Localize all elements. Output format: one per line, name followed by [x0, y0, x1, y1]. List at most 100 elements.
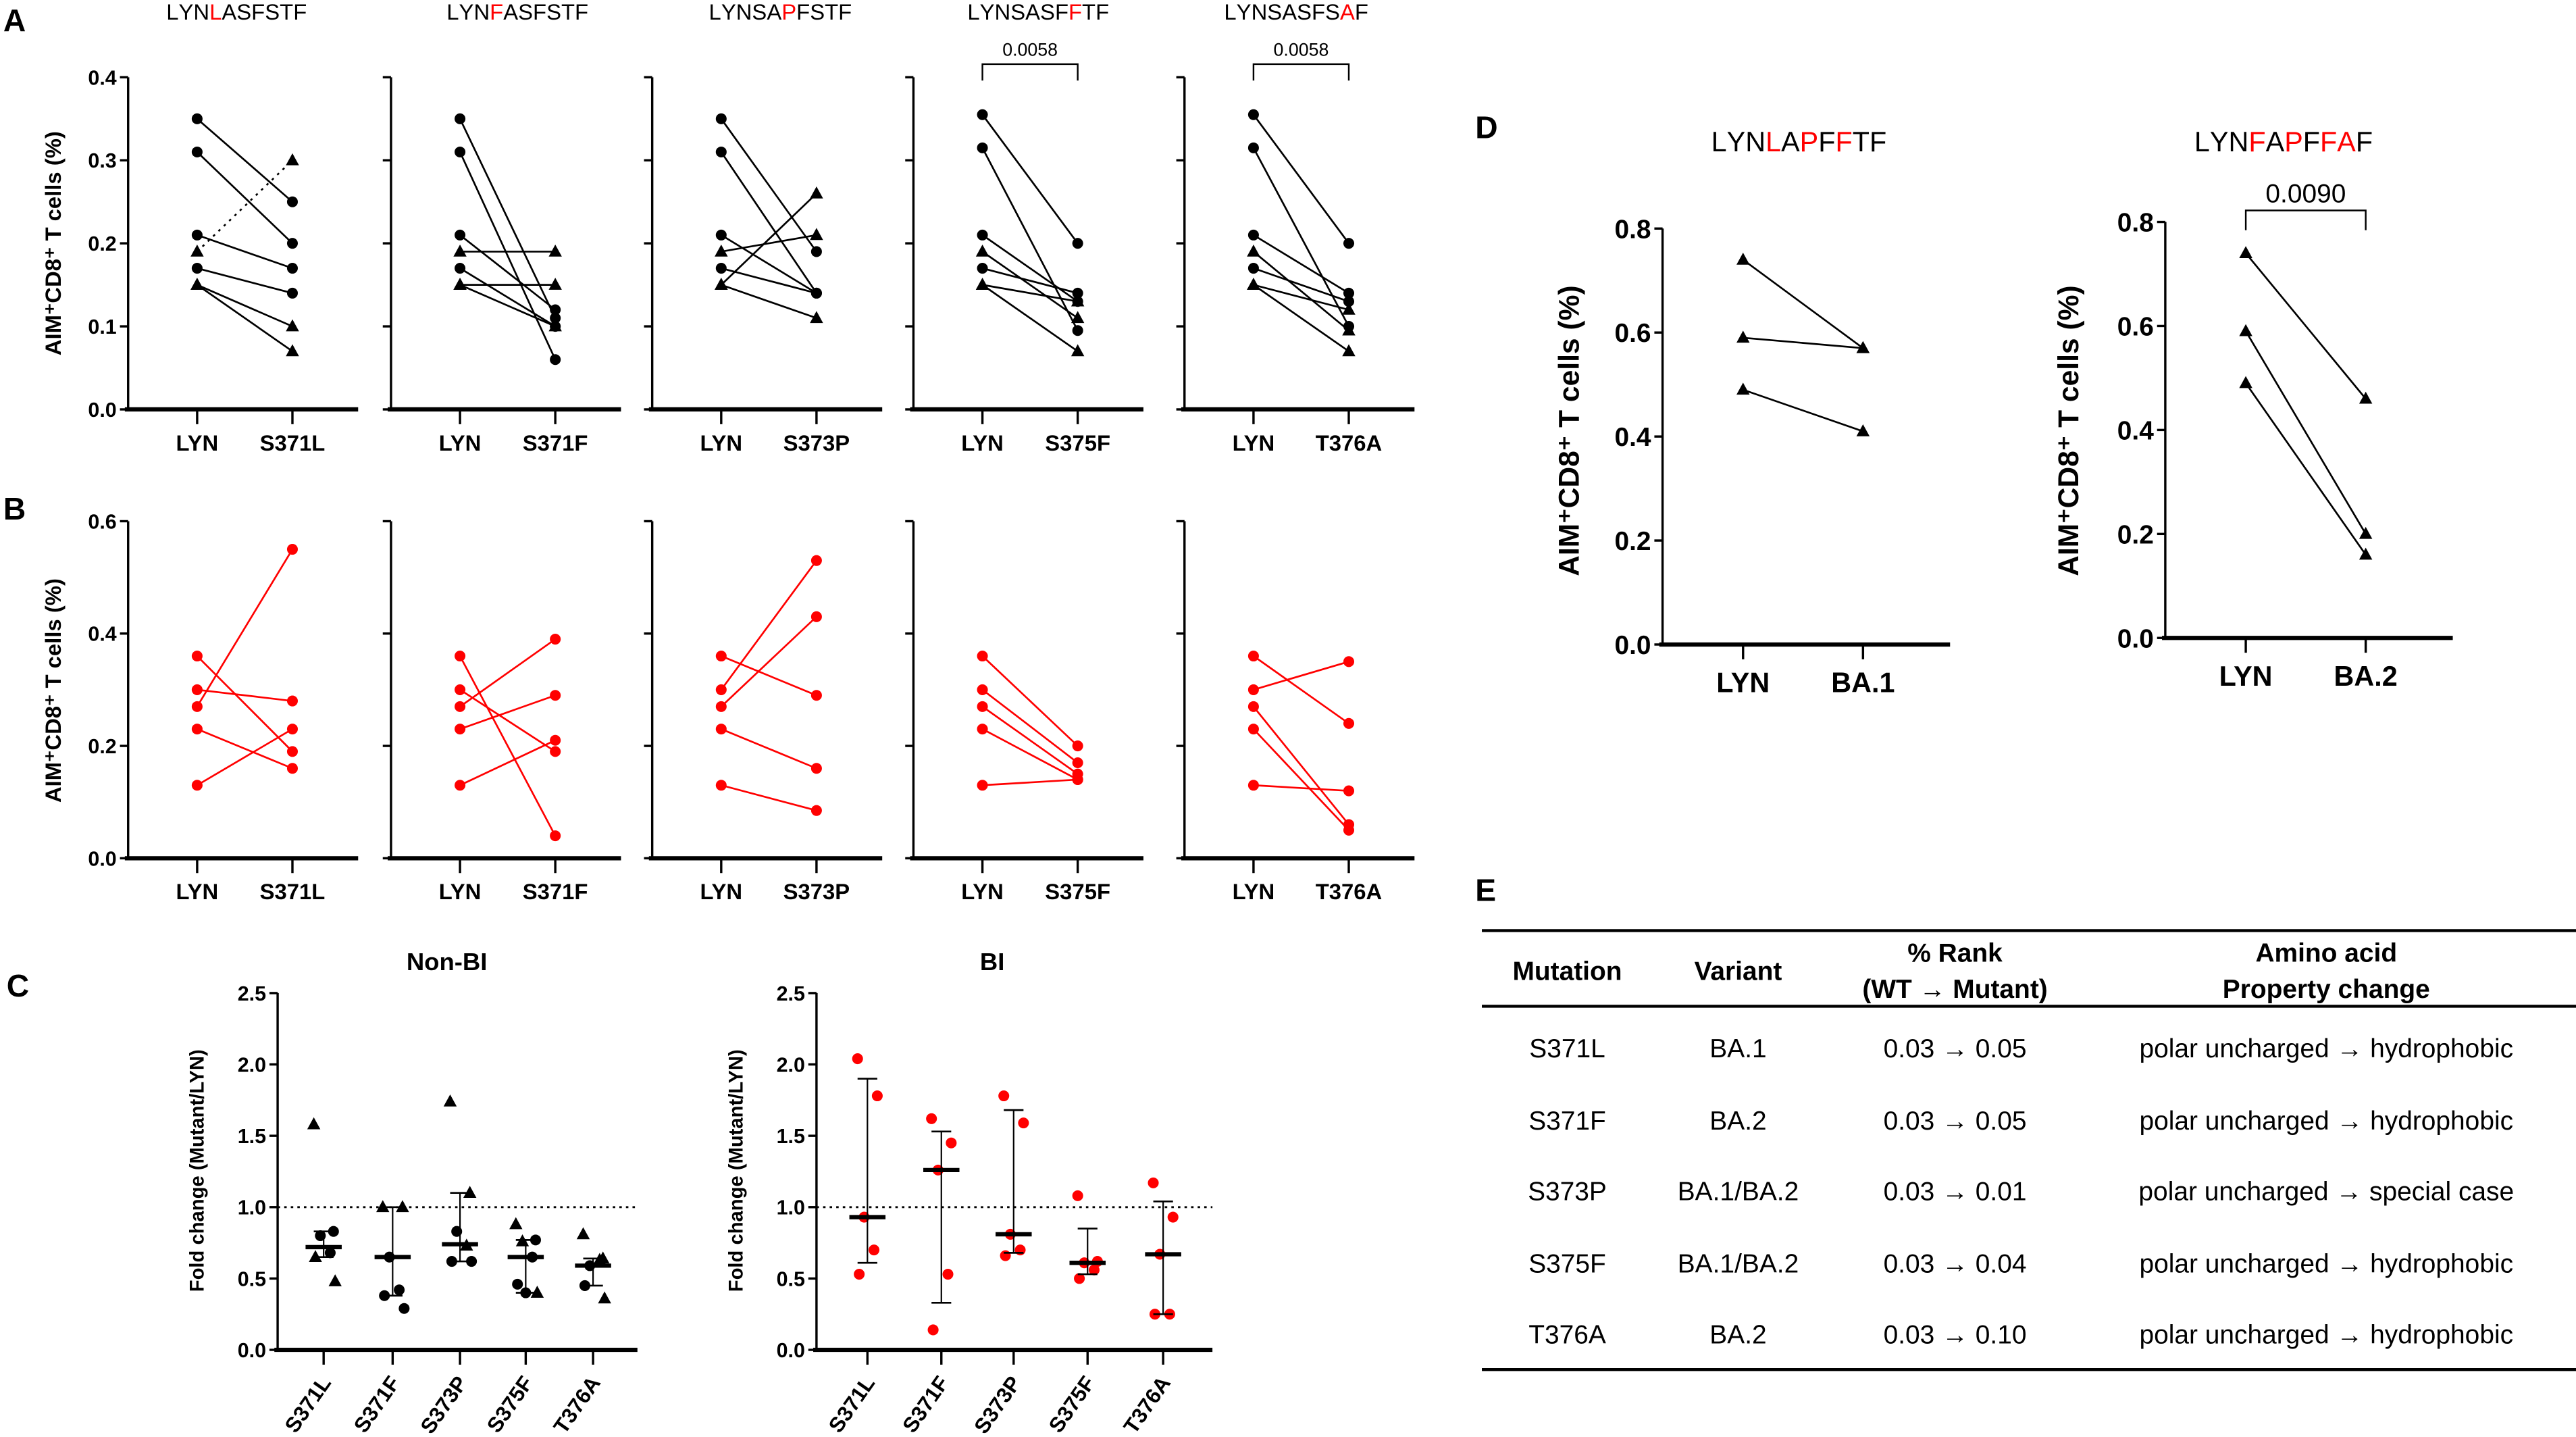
- cell-rank: 0.03 → 0.01: [1884, 1178, 2027, 1207]
- data-point-mutant: [1342, 303, 1356, 315]
- data-point: [394, 1284, 405, 1296]
- data-point-lyn: [977, 701, 988, 712]
- paired-line: [1253, 284, 1349, 353]
- peptide-residue: L: [209, 0, 222, 24]
- peptide-title: LYNSASFSAF: [1224, 0, 1368, 24]
- peptide-residue: L: [1711, 126, 1727, 157]
- paired-line: [197, 118, 293, 203]
- data-point-lyn: [455, 650, 466, 662]
- data-point-lyn: [1247, 229, 1259, 241]
- panel-b-plot-5: LYN T376A: [1176, 520, 1415, 904]
- paired-line: [720, 118, 817, 253]
- cell-mutation: S373P: [1528, 1178, 1607, 1207]
- data-point-mutant: [550, 634, 561, 645]
- data-point-mutant: [286, 319, 299, 332]
- data-point: [1018, 1117, 1029, 1129]
- peptide-residue: F: [796, 0, 810, 24]
- paired-line: [196, 549, 294, 707]
- peptide-title: LYNSASFFTF: [967, 0, 1109, 24]
- data-point-mutant: [1071, 294, 1085, 307]
- x-tick-label: LYN: [439, 430, 482, 455]
- peptide-residue: N: [995, 0, 1011, 24]
- y-axis-label: AIM⁺CD8⁺ T cells (%): [2053, 285, 2085, 576]
- data-point-mutant: [286, 238, 298, 249]
- cell-rank: 0.03 → 0.05: [1884, 1107, 2027, 1136]
- data-point: [398, 1303, 410, 1314]
- paired-line: [2244, 382, 2367, 555]
- peptide-residue: S: [752, 0, 767, 24]
- paired-line: [1253, 267, 1349, 303]
- data-point: [871, 1090, 883, 1102]
- paired-line: [720, 151, 818, 294]
- y-tick-label: 0.4: [88, 66, 116, 89]
- cell-variant: BA.2: [1709, 1320, 1766, 1349]
- x-tick-label: LYN: [700, 430, 743, 455]
- paired-line: [459, 655, 557, 836]
- data-point-mutant: [1072, 287, 1083, 299]
- data-point-mutant: [810, 763, 822, 774]
- peptide-residue: A: [1781, 126, 1800, 157]
- y-tick-label: 0.2: [1614, 527, 1651, 556]
- data-point-lyn: [1247, 263, 1259, 274]
- peptide-residue: N: [193, 0, 209, 24]
- data-point-lyn: [715, 113, 727, 124]
- paired-line: [459, 688, 556, 753]
- paired-line: [196, 159, 293, 253]
- significance-bracket: [2244, 209, 2367, 230]
- data-point-mutant: [1071, 344, 1085, 357]
- p-value-label: 0.0058: [1274, 40, 1329, 60]
- data-point-mutant: [286, 196, 298, 207]
- y-tick-label: 2.0: [777, 1053, 805, 1076]
- cell-variant: BA.1/BA.2: [1678, 1178, 1799, 1207]
- peptide-residue: S: [546, 0, 561, 24]
- paired-line: [197, 284, 293, 328]
- peptide-residue: L: [1224, 0, 1236, 24]
- data-point-lyn: [715, 263, 727, 274]
- paired-line: [197, 728, 293, 770]
- data-point-lyn: [975, 278, 989, 290]
- data-point-lyn: [191, 684, 203, 695]
- paired-line: [2245, 252, 2367, 400]
- peptide-residue: T: [1853, 126, 1870, 157]
- peptide-residue: Y: [721, 0, 736, 24]
- peptide-residue: F: [293, 0, 307, 24]
- paired-line: [459, 284, 556, 328]
- data-point-mutant: [286, 344, 299, 357]
- paired-line: [2244, 330, 2367, 535]
- data-point: [1074, 1273, 1085, 1284]
- peptide-residue: F: [1870, 126, 1886, 157]
- paired-line: [981, 284, 1079, 353]
- x-tick-label: T376A: [1316, 430, 1383, 455]
- panel-c-plot-non-bi: Non-BI 0.0 0.5 1.0 1.5 2.0 2.5 Fold change (Mut…: [187, 948, 638, 1437]
- paired-line: [982, 267, 1078, 295]
- panel-c-plot-bi: BI 0.0 0.5 1.0 1.5 2.0 2.5 Fold change (Mutant/…: [725, 948, 1213, 1437]
- table-row: S371F BA.2 0.03 → 0.05 polar uncharged → hy…: [1528, 1107, 2513, 1136]
- peptide-residue: Y: [1237, 0, 1252, 24]
- paired-line: [1253, 784, 1349, 792]
- data-point: [869, 1244, 880, 1256]
- data-point-lyn: [1247, 724, 1259, 735]
- peptide-residue: L: [166, 0, 178, 24]
- y-tick-label: 0.2: [88, 232, 116, 255]
- x-tick-label: S373P: [783, 879, 850, 904]
- paired-line: [1253, 655, 1349, 724]
- paired-line: [1253, 661, 1349, 691]
- y-tick-label: 0.6: [1614, 319, 1651, 348]
- table-row: S371L BA.1 0.03 → 0.05 polar uncharged → hy…: [1529, 1034, 2513, 1063]
- paired-line: [197, 234, 293, 270]
- cell-rank: 0.03 → 0.04: [1884, 1250, 2027, 1279]
- data-point: [328, 1274, 342, 1286]
- significance-bracket: [1252, 63, 1350, 81]
- data-point: [1072, 1190, 1083, 1201]
- x-tick-label: S375F: [1045, 430, 1110, 455]
- cell-property: polar uncharged → hydrophobic: [2139, 1250, 2513, 1279]
- data-point-mutant: [550, 312, 561, 324]
- y-tick-label: 0.0: [2117, 624, 2154, 653]
- peptide-title: LYNFAPFFAF: [2194, 126, 2373, 157]
- x-tick-label: BA.2: [2334, 661, 2398, 692]
- data-point: [852, 1053, 863, 1065]
- data-point-mutant: [1343, 656, 1355, 667]
- cell-rank: 0.03 → 0.05: [1884, 1034, 2027, 1063]
